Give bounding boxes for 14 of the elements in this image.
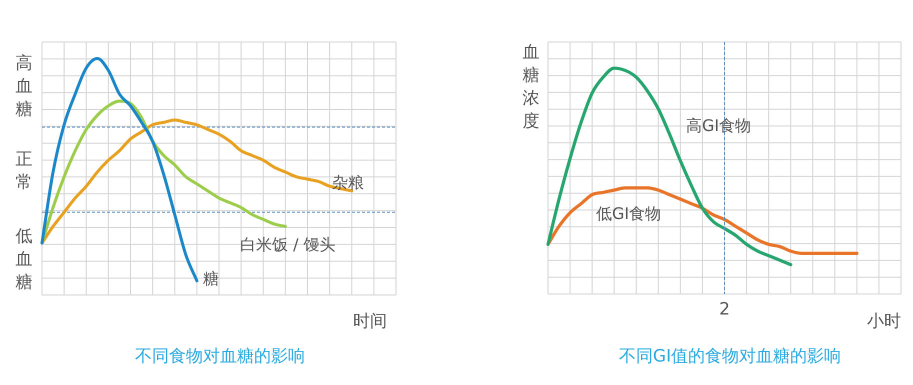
x-axis-title: 时间: [353, 311, 387, 332]
series-label: 低GI食物: [596, 204, 662, 224]
series-label: 白米饭 / 馒头: [240, 235, 336, 254]
x-axis-title: 小时: [867, 311, 901, 332]
text: 低血糖: [16, 226, 32, 292]
text: 高血糖: [16, 53, 32, 120]
series-label: 杂粮: [332, 173, 364, 192]
series-label: 高GI食物: [686, 116, 752, 136]
text: 不同食物对血糖的影响: [135, 346, 305, 366]
text: 2: [719, 299, 730, 320]
text: 正常: [16, 149, 32, 192]
text: 不同GI值的食物对血糖的影响: [618, 346, 842, 366]
y-axis-title: 血糖浓度: [522, 42, 540, 132]
series-label: 糖: [203, 269, 219, 288]
